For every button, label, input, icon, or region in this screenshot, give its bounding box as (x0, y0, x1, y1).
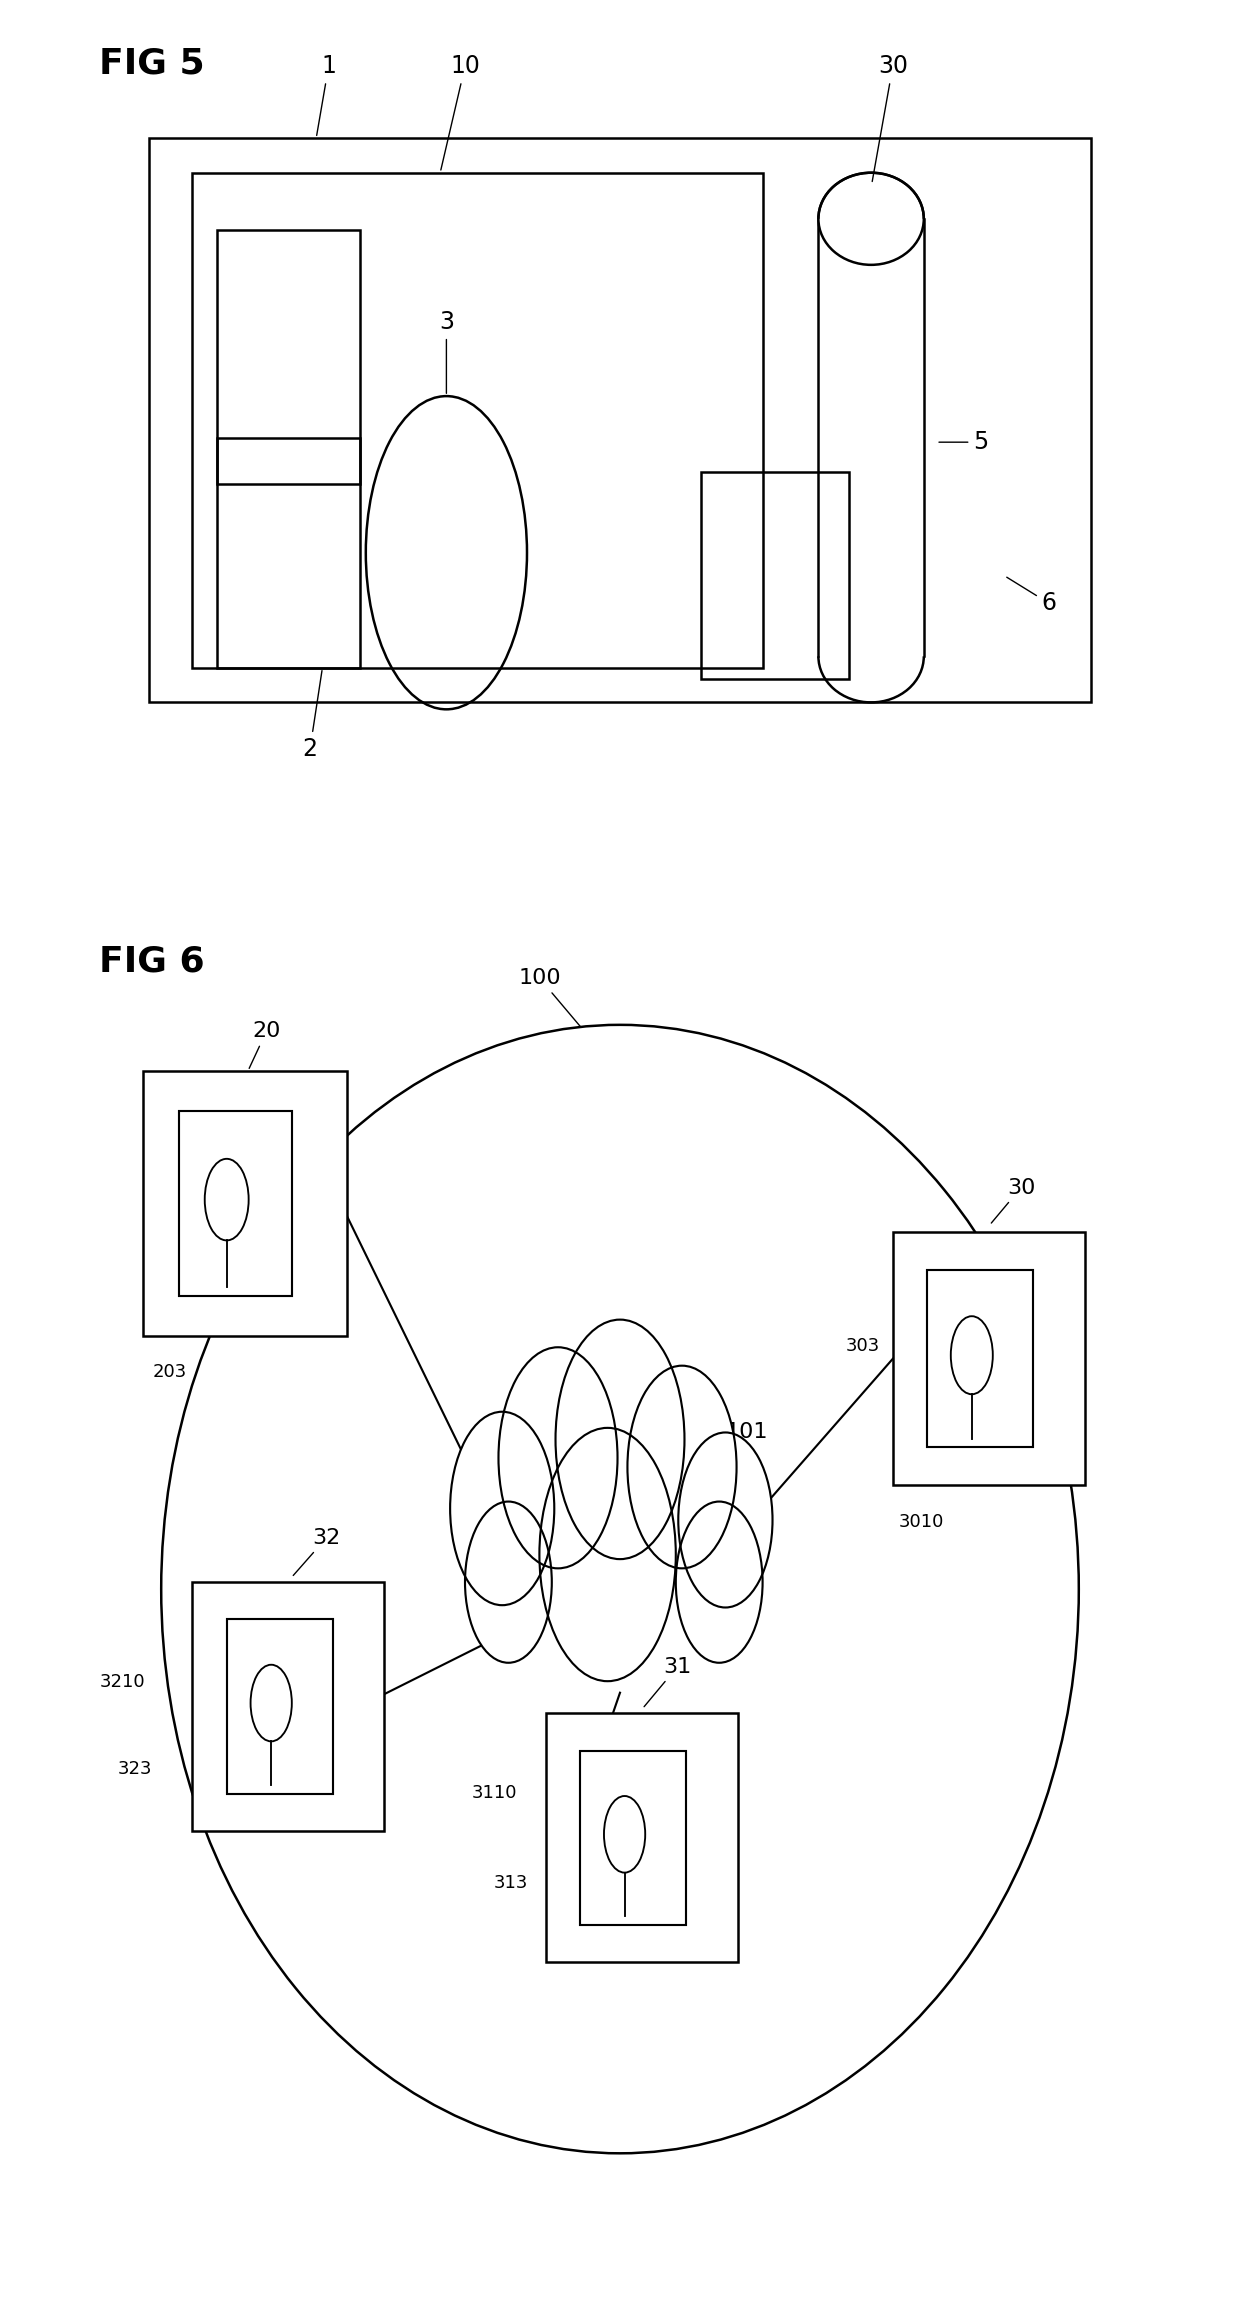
Text: 101: 101 (691, 1423, 768, 1460)
Circle shape (539, 1428, 676, 1681)
Text: 100: 100 (518, 967, 582, 1027)
Bar (928, 1269, 1033, 1449)
Bar (180, 1110, 291, 1297)
Text: 32: 32 (293, 1527, 341, 1575)
Text: 313: 313 (494, 1875, 528, 1891)
Circle shape (676, 1502, 763, 1663)
Bar (192, 173, 763, 668)
Text: FIG 5: FIG 5 (99, 46, 205, 81)
Bar (227, 1619, 332, 1794)
Circle shape (556, 1320, 684, 1559)
Text: 31: 31 (644, 1656, 692, 1707)
Bar (149, 138, 1091, 702)
Text: 203: 203 (153, 1363, 187, 1382)
Text: 20: 20 (249, 1020, 280, 1069)
Text: FIG 6: FIG 6 (99, 944, 205, 979)
Circle shape (250, 1665, 291, 1741)
Text: 3210: 3210 (99, 1672, 145, 1690)
Text: 10: 10 (441, 55, 480, 170)
Bar (217, 230, 360, 484)
Bar (217, 438, 360, 668)
Circle shape (678, 1432, 773, 1607)
Circle shape (627, 1366, 737, 1568)
Text: 30: 30 (872, 55, 908, 182)
Circle shape (498, 1347, 618, 1568)
Bar (893, 1232, 1085, 1485)
Text: 1: 1 (316, 55, 336, 136)
Circle shape (450, 1412, 554, 1605)
Text: 323: 323 (118, 1759, 153, 1778)
Circle shape (604, 1796, 645, 1872)
Text: 3010: 3010 (899, 1513, 945, 1531)
Text: 303: 303 (846, 1338, 880, 1354)
Bar (546, 1713, 738, 1962)
Text: 3: 3 (439, 311, 454, 394)
Circle shape (465, 1502, 552, 1663)
Text: 2: 2 (303, 670, 322, 760)
Text: 30: 30 (991, 1177, 1035, 1223)
Ellipse shape (818, 173, 924, 265)
Text: 6: 6 (1007, 578, 1056, 615)
Circle shape (205, 1158, 249, 1241)
Bar (701, 472, 849, 679)
Bar (580, 1750, 686, 1925)
Circle shape (951, 1317, 993, 1393)
Text: 5: 5 (939, 431, 988, 454)
Bar (143, 1071, 347, 1336)
Bar (192, 1582, 384, 1831)
Text: 3110: 3110 (471, 1785, 517, 1801)
